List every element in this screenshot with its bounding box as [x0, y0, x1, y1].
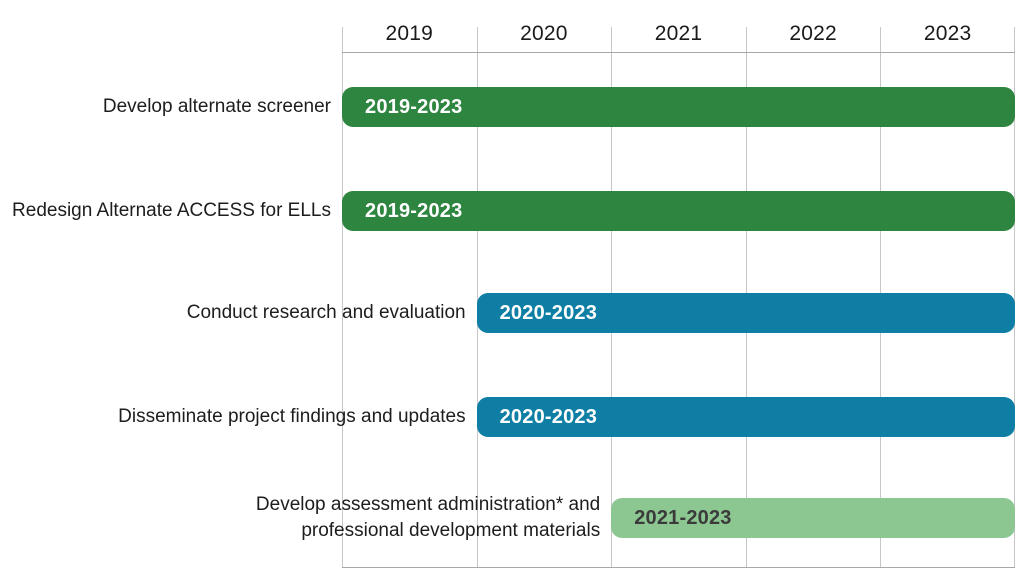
- year-axis-label: 2023: [923, 22, 972, 45]
- task-label-line: Develop alternate screener: [102, 96, 331, 117]
- task-bar-range-label: 2020-2023: [499, 405, 598, 428]
- year-axis-label: 2021: [654, 22, 703, 45]
- task-label-line: Develop assessment administration* and: [255, 494, 601, 515]
- task-bar: 2020-2023: [476, 397, 1015, 437]
- task-bar-range-label: 2019-2023: [365, 199, 463, 222]
- task-label-line: Disseminate project findings and updates: [118, 406, 466, 427]
- task-bar: 2021-2023: [611, 498, 1015, 538]
- vertical-gridline: [342, 27, 343, 568]
- task-bar: 2019-2023: [342, 191, 1015, 231]
- header-separator-line: [342, 52, 1015, 53]
- task-label: Develop assessment administration* and pr…: [256, 492, 600, 544]
- task-label: Develop alternate screener: [103, 94, 331, 120]
- chart-bottom-border: [342, 567, 1015, 568]
- year-axis-label: 2020: [520, 22, 568, 45]
- year-axis-label: 2022: [789, 22, 837, 45]
- task-label-line: professional development materials: [301, 520, 601, 541]
- task-bar: 2020-2023: [476, 293, 1015, 333]
- task-bar-range-label: 2021-2023: [634, 506, 732, 529]
- task-bar: 2019-2023: [342, 87, 1015, 127]
- chart-plot-area: 2019 2020 2021 2022 2023 2019-2023 2019-2023 20…: [342, 22, 1015, 568]
- vertical-gridline: [1014, 27, 1015, 568]
- task-label-line: Conduct research and evaluation: [186, 302, 466, 323]
- task-label: Conduct research and evaluation: [187, 300, 466, 326]
- task-label: Disseminate project findings and updates: [118, 404, 465, 430]
- task-label-line: Redesign Alternate ACCESS for ELLs: [12, 200, 331, 221]
- task-bar-range-label: 2019-2023: [365, 95, 463, 118]
- year-axis-label: 2019: [385, 22, 434, 45]
- task-bar-range-label: 2020-2023: [499, 301, 598, 324]
- vertical-gridline: [476, 27, 478, 568]
- task-label: Redesign Alternate ACCESS for ELLs: [12, 198, 331, 224]
